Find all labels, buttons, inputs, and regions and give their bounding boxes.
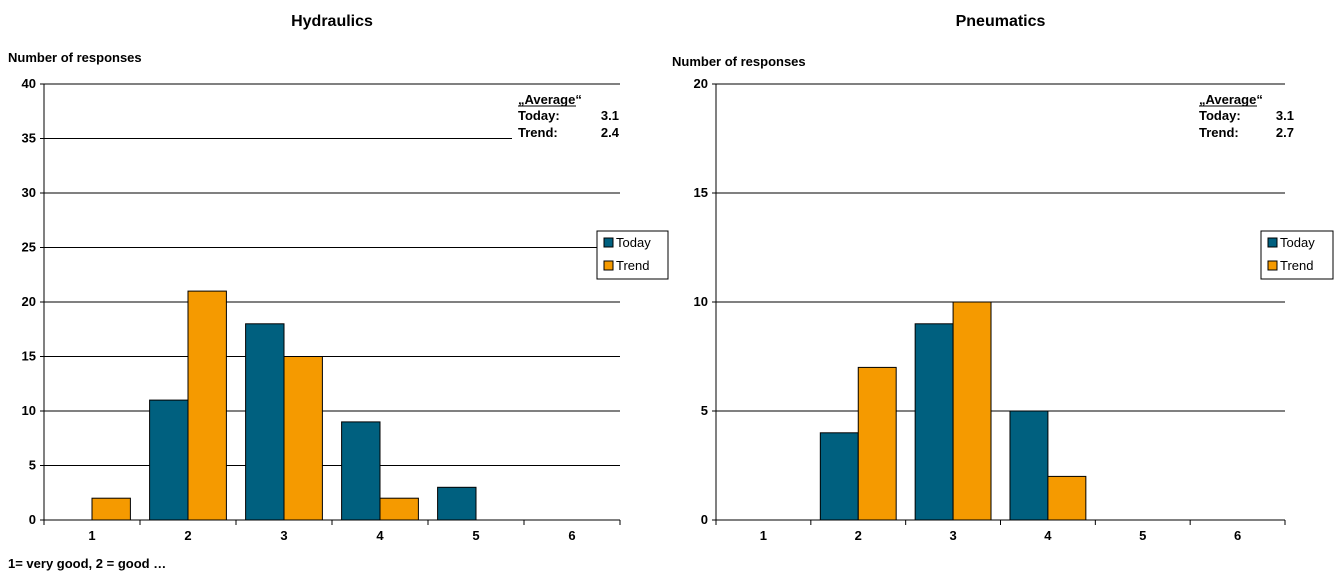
chart2-y-tick-label: 10 [694,294,708,309]
chart1-x-tick-label: 4 [376,528,384,543]
chart1-legend-label-trend: Trend [616,258,649,273]
chart2-x-tick-label: 2 [855,528,862,543]
chart2-legend-swatch-today [1267,237,1278,248]
chart2-legend-swatch-trend [1267,260,1278,271]
chart2-bar-trend-4 [1047,475,1087,521]
chart1-title: Hydraulics [291,13,373,30]
chart2-legend-label-today: Today [1280,235,1315,250]
chart1-legend-label-today: Today [616,235,651,250]
chart1-y-tick-label: 5 [29,458,36,473]
chart2-x-tick-label: 4 [1044,528,1052,543]
chart1-legend-swatch-trend [603,260,614,271]
chart2-x-tick-label: 1 [760,528,767,543]
chart2-average-label: Trend: [1199,125,1239,140]
chart1-bar-today-2 [149,399,189,521]
chart2-y-tick-label: 15 [694,185,708,200]
chart1-y-tick-label: 10 [22,403,36,418]
chart1-y-tick-label: 15 [22,349,36,364]
chart2-average-label: Today: [1199,108,1241,123]
chart2-bar-trend-3 [952,301,992,521]
chart1-x-tick-label: 2 [184,528,191,543]
chart2-y-axis-label: Number of responses [672,54,806,69]
chart1-y-tick-label: 30 [22,185,36,200]
chart1-bar-today-5 [437,486,477,521]
chart1-y-tick-label: 35 [22,131,36,146]
chart1-bar-trend-1 [91,497,131,521]
chart2-bar-today-4 [1009,410,1049,521]
chart1-y-tick-label: 0 [29,512,36,527]
chart2-average-heading: „Average“ [1199,92,1263,107]
chart1-x-tick-label: 3 [280,528,287,543]
chart2-bar-today-2 [819,432,859,521]
chart1-legend-swatch-today [603,237,614,248]
chart1-bar-trend-4 [379,497,419,521]
chart1-x-tick-label: 6 [568,528,575,543]
chart1-average-value: 2.4 [601,125,620,140]
chart2-y-tick-label: 5 [701,403,708,418]
chart1-average-label: Today: [518,108,560,123]
chart2-bar-today-3 [914,323,954,521]
chart1-x-tick-label: 5 [472,528,479,543]
chart1-footnote: 1= very good, 2 = good … [8,556,166,571]
chart1-y-axis-label: Number of responses [8,50,142,65]
chart2-legend-label-trend: Trend [1280,258,1313,273]
chart2-average-value: 3.1 [1276,108,1294,123]
chart2-y-tick-label: 20 [694,76,708,91]
chart1-y-tick-label: 20 [22,294,36,309]
chart2-average-value: 2.7 [1276,125,1294,140]
chart1-y-tick-label: 40 [22,76,36,91]
chart1-x-tick-label: 1 [88,528,95,543]
chart1-bar-trend-2 [187,290,227,521]
chart2-y-tick-label: 0 [701,512,708,527]
chart2-x-tick-label: 3 [949,528,956,543]
chart1-bar-today-3 [245,323,285,521]
chart1-average-value: 3.1 [601,108,619,123]
chart1-bar-trend-3 [283,356,323,521]
chart2-title: Pneumatics [956,13,1046,30]
chart1-y-tick-label: 25 [22,240,36,255]
chart1-bar-today-4 [341,421,381,521]
chart1-average-label: Trend: [518,125,558,140]
chart1-average-heading: „Average“ [518,92,582,107]
chart2-x-tick-label: 6 [1234,528,1241,543]
chart2-bar-trend-2 [857,366,897,521]
chart2-x-tick-label: 5 [1139,528,1146,543]
